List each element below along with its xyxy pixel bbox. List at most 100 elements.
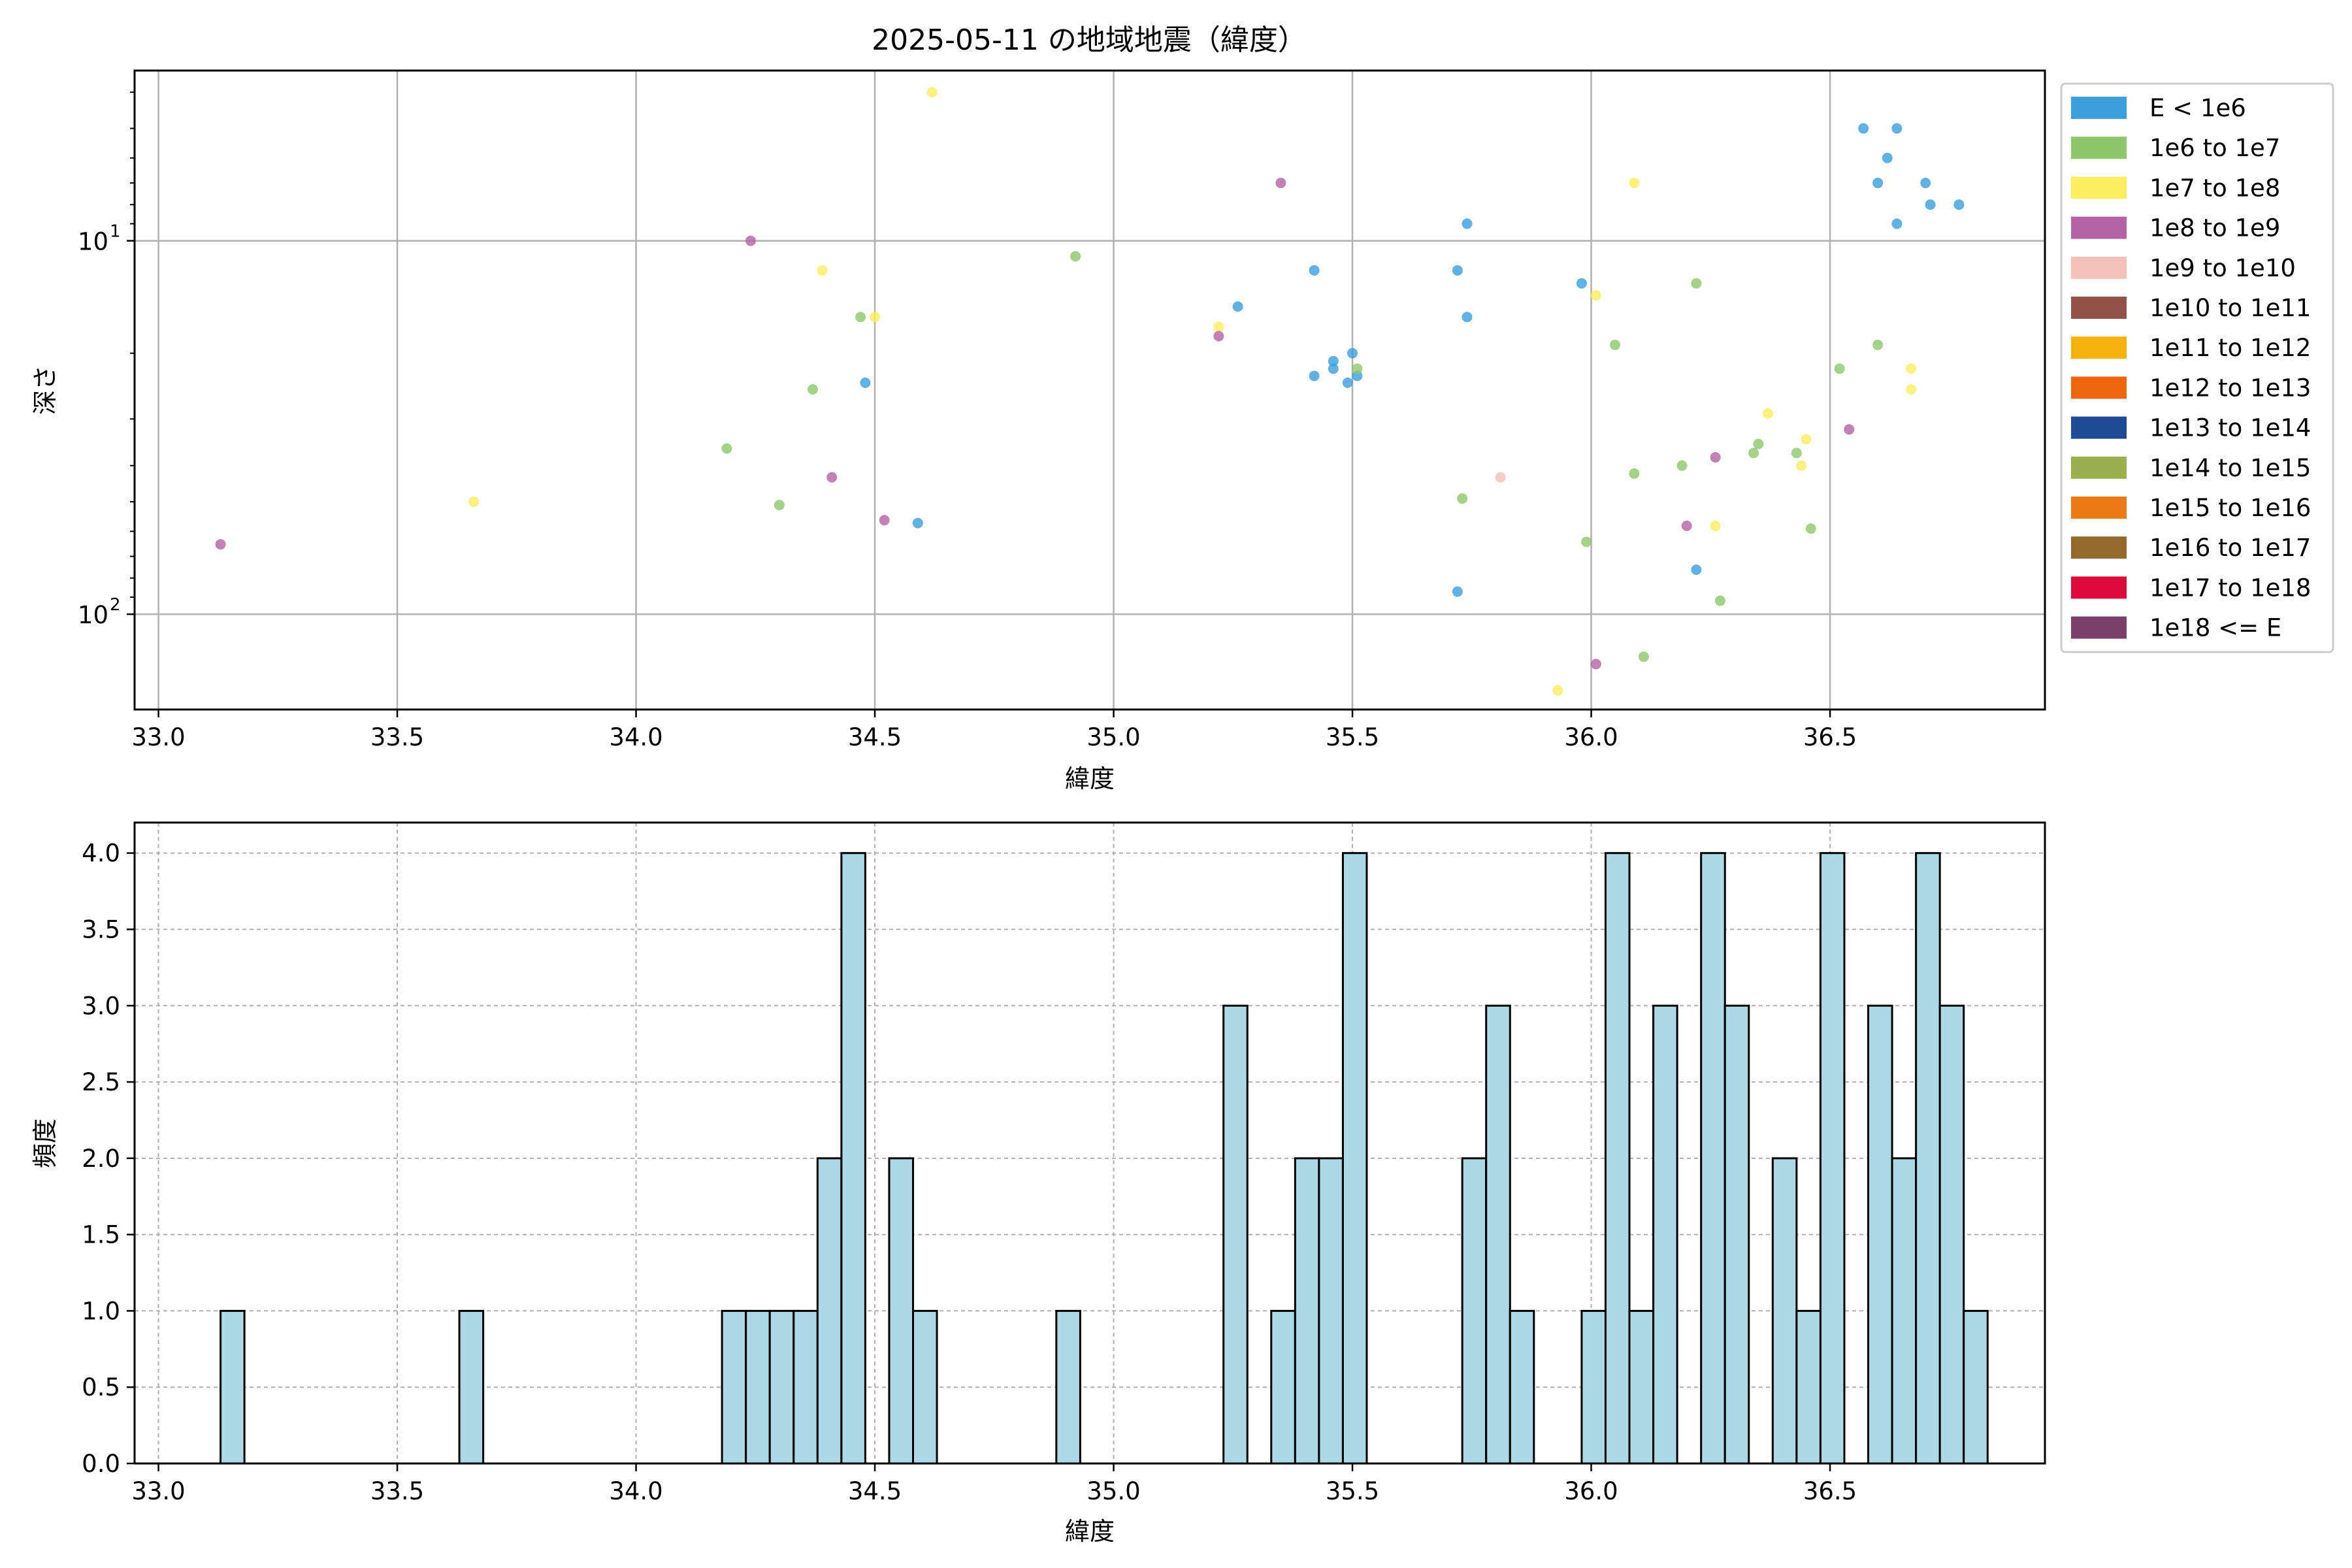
x-tick-label: 34.0 <box>609 723 662 751</box>
legend-swatch <box>2071 216 2127 239</box>
histogram-y-axis-label: 頻度 <box>31 1119 59 1168</box>
data-point <box>912 517 923 529</box>
data-point <box>1906 363 1917 374</box>
data-point <box>1882 152 1893 163</box>
data-point <box>1710 451 1721 463</box>
data-point <box>1681 520 1692 531</box>
legend-swatch <box>2071 97 2127 119</box>
legend-box <box>2060 82 2334 653</box>
histogram-x-ticks: 33.0 33.5 34.0 34.5 35.0 35.5 36.0 36.5 <box>131 1463 1857 1505</box>
legend-label: 1e15 to 1e16 <box>2149 494 2311 522</box>
data-point <box>1070 251 1081 262</box>
histogram-bar <box>912 1309 938 1465</box>
data-point <box>926 87 938 98</box>
y-tick-label: 10 <box>78 601 108 629</box>
data-point <box>1805 523 1816 534</box>
histogram-bar <box>1723 1004 1750 1465</box>
data-point <box>1275 178 1286 189</box>
histogram-bar <box>1318 1157 1344 1465</box>
histogram-bar <box>1628 1309 1655 1465</box>
histogram-bar <box>1270 1309 1296 1465</box>
data-point <box>1452 265 1463 276</box>
data-point <box>879 515 890 526</box>
legend-swatch <box>2071 456 2127 479</box>
data-point <box>1858 123 1869 134</box>
data-point <box>1691 278 1702 289</box>
data-point <box>1590 659 1601 670</box>
data-point <box>1872 178 1884 189</box>
y-tick-label: 10 <box>78 228 108 256</box>
legend-swatch <box>2071 256 2127 279</box>
data-point <box>808 384 819 395</box>
data-point <box>1691 564 1702 575</box>
histogram-bar <box>1509 1309 1535 1465</box>
histogram-bar <box>1485 1004 1511 1465</box>
legend-label: E < 1e6 <box>2149 94 2246 122</box>
data-point <box>1953 199 1965 210</box>
data-point <box>1347 348 1358 359</box>
data-point <box>1590 290 1601 301</box>
histogram-panel: 33.0 33.5 34.0 34.5 35.0 35.5 36.0 36.5 0.0 0.5 1… <box>31 821 2046 1546</box>
data-point <box>215 539 226 550</box>
histogram-bar <box>1461 1157 1488 1465</box>
y-tick-exponent: 1 <box>110 222 121 242</box>
data-point <box>1906 384 1917 395</box>
legend-label: 1e12 to 1e13 <box>2149 374 2311 402</box>
histogram-bar <box>1771 1157 1798 1465</box>
x-tick-label: 36.5 <box>1803 1477 1857 1505</box>
data-point <box>1920 178 1931 189</box>
data-point <box>1676 460 1688 471</box>
x-tick-label: 35.5 <box>1326 1477 1379 1505</box>
data-point <box>1213 331 1224 342</box>
data-point <box>1213 321 1224 333</box>
histogram-bar <box>1819 852 1846 1465</box>
data-point <box>1495 472 1506 483</box>
data-point <box>1753 438 1764 449</box>
data-point <box>1581 536 1592 547</box>
legend-label: 1e13 to 1e14 <box>2149 414 2311 442</box>
histogram-bar <box>1294 1157 1320 1465</box>
legend-label: 1e9 to 1e10 <box>2149 254 2296 282</box>
legend-label: 1e17 to 1e18 <box>2149 574 2311 602</box>
data-point <box>1891 123 1903 134</box>
legend-swatch <box>2071 376 2127 399</box>
legend: E < 1e6 1e6 to 1e7 1e7 to 1e8 1e8 to 1e9 1e9… <box>2060 82 2334 653</box>
histogram-bar <box>721 1309 747 1465</box>
y-tick-label: 3.5 <box>82 916 120 944</box>
data-point <box>1629 178 1640 189</box>
histogram-y-ticks: 0.0 0.5 1.0 1.5 2.0 2.5 3.0 3.5 4.0 <box>82 840 135 1478</box>
histogram-bar <box>888 1157 915 1465</box>
data-point <box>1309 265 1320 276</box>
x-tick-label: 35.0 <box>1086 723 1140 751</box>
legend-label: 1e11 to 1e12 <box>2149 334 2311 362</box>
scatter-y-axis-label: 深さ <box>31 365 59 415</box>
scatter-grid <box>135 71 2045 710</box>
y-tick-label: 1.0 <box>82 1297 120 1325</box>
data-point <box>1891 218 1903 229</box>
histogram-bar <box>1963 1309 1989 1465</box>
data-point <box>1748 448 1759 459</box>
data-point <box>1844 424 1855 435</box>
histogram-x-axis-label: 緯度 <box>1065 1517 1115 1546</box>
x-tick-label: 33.5 <box>370 1477 424 1505</box>
histogram-bar <box>1867 1004 1893 1465</box>
chart-title: 2025-05-11 の地域地震（緯度） <box>872 24 1307 57</box>
data-point <box>860 377 871 388</box>
data-point <box>1309 370 1320 382</box>
data-point <box>1714 595 1725 606</box>
data-point <box>1576 278 1587 289</box>
histogram-bar <box>1795 1309 1821 1465</box>
scatter-x-axis-label: 緯度 <box>1065 764 1115 793</box>
data-point <box>1342 377 1353 388</box>
data-point <box>817 265 828 276</box>
histogram-bar <box>1222 1004 1249 1465</box>
y-tick-exponent: 2 <box>110 595 121 615</box>
legend-label: 1e18 <= E <box>2149 614 2281 642</box>
data-point <box>1796 460 1807 471</box>
data-point <box>468 497 480 508</box>
histogram-bar <box>220 1309 246 1465</box>
legend-swatch <box>2071 336 2127 359</box>
legend-swatch <box>2071 137 2127 159</box>
x-tick-label: 35.5 <box>1326 723 1379 751</box>
histogram-bar <box>1891 1157 1918 1465</box>
